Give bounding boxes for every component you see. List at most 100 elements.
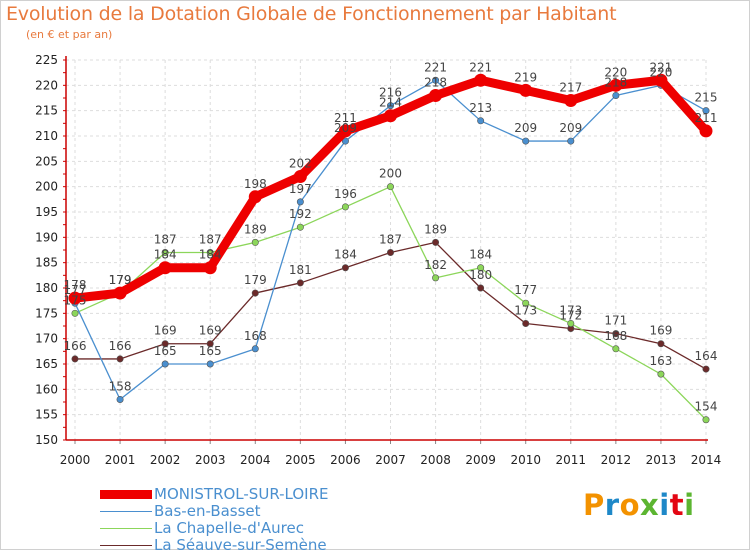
- y-tick-label: 190: [35, 230, 58, 244]
- y-tick-label: 180: [35, 281, 58, 295]
- data-point-monistrol: [429, 88, 443, 102]
- data-label-la-seauve: 171: [604, 314, 627, 328]
- plot-area: [66, 60, 708, 440]
- data-point-bas-en-basset: [251, 345, 259, 353]
- data-point-bas-en-basset: [296, 198, 304, 206]
- legend-swatch-bas-en-basset: [100, 511, 152, 512]
- data-label-la-seauve: 181: [289, 263, 312, 277]
- data-label-bas-en-basset: 158: [109, 379, 132, 393]
- data-label-bas-en-basset: 216: [379, 86, 402, 100]
- data-point-la-chapelle: [251, 238, 259, 246]
- data-label-monistrol: 198: [244, 177, 267, 191]
- data-label-monistrol: 211: [695, 111, 718, 125]
- data-point-bas-en-basset: [477, 117, 485, 125]
- y-tick-label: 215: [35, 104, 58, 118]
- data-point-monistrol: [293, 170, 307, 184]
- data-point-la-seauve: [702, 365, 710, 373]
- data-label-monistrol: 211: [334, 111, 357, 125]
- legend-label-monistrol: MONISTROL-SUR-LOIRE: [154, 485, 329, 503]
- data-label-bas-en-basset: 213: [469, 101, 492, 115]
- data-label-monistrol: 214: [379, 96, 402, 110]
- data-point-la-chapelle: [161, 249, 169, 257]
- data-label-la-seauve: 187: [379, 233, 402, 247]
- data-label-bas-en-basset: 215: [695, 91, 718, 105]
- y-tick-label: 210: [35, 129, 58, 143]
- data-label-la-chapelle: 196: [334, 187, 357, 201]
- data-point-bas-en-basset: [522, 137, 530, 145]
- data-label-bas-en-basset: 221: [424, 60, 447, 74]
- data-label-bas-en-basset: 168: [244, 329, 267, 343]
- data-label-bas-en-basset: 220: [649, 65, 672, 79]
- data-label-la-seauve: 166: [64, 339, 87, 353]
- x-tick-label: 2004: [240, 453, 271, 467]
- data-point-la-seauve: [206, 340, 214, 348]
- data-point-la-chapelle: [522, 299, 530, 307]
- data-point-la-chapelle: [657, 370, 665, 378]
- x-tick-label: 2008: [420, 453, 451, 467]
- chart-legend: MONISTROL-SUR-LOIRE Bas-en-Basset La Cha…: [100, 486, 329, 554]
- data-label-monistrol: 221: [469, 60, 492, 74]
- data-point-monistrol: [158, 261, 172, 275]
- data-point-monistrol: [474, 73, 488, 87]
- data-point-la-seauve: [522, 319, 530, 327]
- x-tick-label: 2012: [601, 453, 632, 467]
- legend-item-bas-en-basset: Bas-en-Basset: [100, 503, 329, 520]
- data-label-monistrol: 217: [559, 81, 582, 95]
- y-tick-label: 155: [35, 408, 58, 422]
- x-tick-label: 2001: [105, 453, 136, 467]
- x-tick-label: 2013: [646, 453, 677, 467]
- data-label-la-chapelle: 182: [424, 258, 447, 272]
- data-point-monistrol: [609, 78, 623, 92]
- data-point-monistrol: [654, 73, 668, 87]
- data-label-la-chapelle: 187: [154, 233, 177, 247]
- data-label-la-chapelle: 175: [64, 293, 87, 307]
- data-point-la-seauve: [71, 355, 79, 363]
- data-point-monistrol: [248, 190, 262, 204]
- data-label-monistrol: 179: [109, 273, 132, 287]
- x-tick-label: 2014: [691, 453, 722, 467]
- data-point-la-seauve: [477, 284, 485, 292]
- x-tick-label: 2000: [60, 453, 91, 467]
- data-label-la-seauve: 172: [559, 309, 582, 323]
- data-point-la-chapelle: [386, 183, 394, 191]
- data-label-la-chapelle: 177: [514, 283, 537, 297]
- y-tick-label: 160: [35, 382, 58, 396]
- line-chart: 150 155 160 165 170 175 180 185 190 195 200 205 210 2…: [35, 53, 722, 467]
- data-label-monistrol: 220: [604, 65, 627, 79]
- data-point-la-seauve: [116, 355, 124, 363]
- data-point-la-seauve: [386, 249, 394, 257]
- data-point-monistrol: [519, 83, 533, 97]
- data-label-la-seauve: 179: [244, 273, 267, 287]
- data-point-la-chapelle: [702, 416, 710, 424]
- data-point-la-chapelle: [477, 264, 485, 272]
- data-label-monistrol: 218: [424, 75, 447, 89]
- data-label-bas-en-basset: 209: [334, 121, 357, 135]
- data-label-la-seauve: 180: [469, 268, 492, 282]
- data-label-la-chapelle: 163: [649, 354, 672, 368]
- legend-label-la-chapelle: La Chapelle-d'Aurec: [154, 519, 304, 537]
- data-label-monistrol: 221: [649, 60, 672, 74]
- data-point-la-chapelle: [71, 309, 79, 317]
- data-point-monistrol: [113, 286, 127, 300]
- data-label-la-chapelle: 179: [109, 273, 132, 287]
- data-point-bas-en-basset: [116, 395, 124, 403]
- y-tick-label: 170: [35, 332, 58, 346]
- legend-label-la-seauve: La Séauve-sur-Semène: [154, 536, 327, 554]
- data-label-la-seauve: 169: [199, 324, 222, 338]
- y-tick-label: 185: [35, 256, 58, 270]
- legend-label-bas-en-basset: Bas-en-Basset: [154, 502, 261, 520]
- legend-item-la-seauve: La Séauve-sur-Semène: [100, 537, 329, 554]
- data-point-bas-en-basset: [386, 102, 394, 110]
- x-tick-label: 2009: [465, 453, 496, 467]
- y-tick-label: 220: [35, 78, 58, 92]
- data-point-la-chapelle: [206, 249, 214, 257]
- data-label-bas-en-basset: 209: [559, 121, 582, 135]
- legend-item-la-chapelle: La Chapelle-d'Aurec: [100, 520, 329, 537]
- y-tick-label: 225: [35, 53, 58, 67]
- data-point-la-seauve: [161, 340, 169, 348]
- legend-swatch-la-seauve: [100, 545, 152, 546]
- data-label-bas-en-basset: 218: [604, 75, 627, 89]
- y-tick-label: 150: [35, 433, 58, 447]
- data-point-bas-en-basset: [567, 137, 575, 145]
- y-tick-label: 165: [35, 357, 58, 371]
